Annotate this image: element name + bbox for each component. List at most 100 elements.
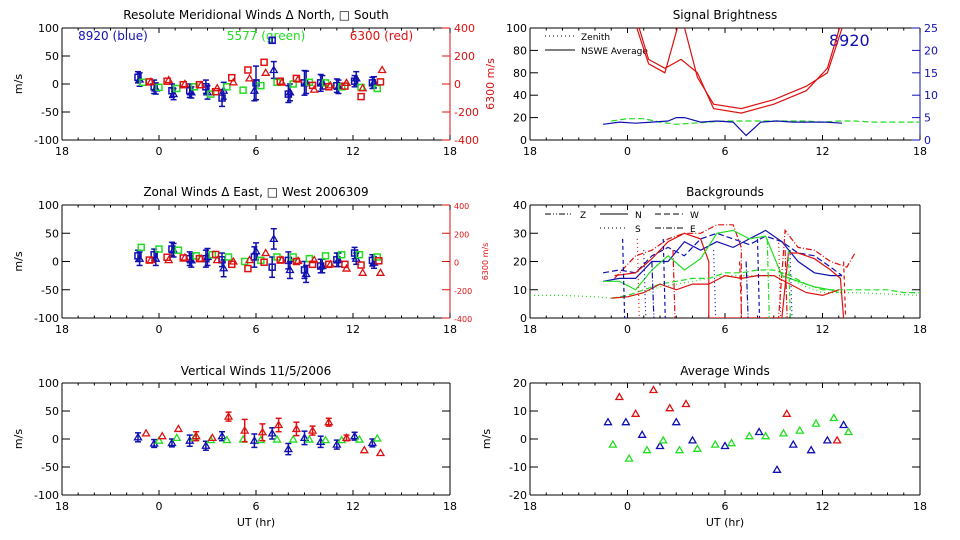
data-point-triangle [332, 439, 342, 448]
data-point-square [284, 90, 293, 98]
x-tick-label: 18 [55, 145, 69, 158]
data-point-square [240, 257, 249, 266]
data-point-triangle [655, 441, 665, 450]
data-point-triangle [377, 65, 387, 74]
x-tick-label: 0 [156, 323, 163, 336]
y-axis-label: m/s [12, 429, 25, 449]
data-point-triangle [217, 431, 227, 440]
data-point-triangle [304, 434, 314, 443]
plot-area [603, 28, 920, 137]
data-point-triangle [681, 399, 691, 408]
y-tick-label: 40 [513, 89, 527, 102]
dropout-line [756, 238, 761, 318]
legend-annotation: 5577 (green) [227, 29, 305, 43]
data-point-triangle [754, 427, 764, 436]
y-tick-label: 0 [52, 78, 59, 91]
data-point-square [224, 253, 233, 261]
data-point-square [150, 250, 158, 259]
data-point-triangle [720, 441, 730, 450]
chart-title: Average Winds [680, 364, 770, 378]
legend-label: Z [580, 211, 586, 221]
data-point-triangle [692, 444, 703, 452]
data-point-square [168, 86, 176, 95]
data-point-square [244, 66, 252, 74]
y2-tick-label: 0 [454, 78, 461, 91]
data-point-triangle [760, 431, 771, 440]
chart-title: Signal Brightness [673, 8, 778, 22]
data-point-square [373, 253, 381, 261]
x-tick-label: 6 [722, 145, 729, 158]
data-point-triangle [219, 263, 229, 272]
data-point-triangle [624, 453, 634, 462]
panel-vertical: Vertical Winds 11/5/2006 18 0 6 12 18 UT (hr) 1… [12, 364, 457, 529]
data-point-triangle [167, 438, 177, 447]
data-point-square [268, 36, 276, 45]
data-point-triangle [244, 255, 255, 264]
data-point-square [355, 250, 364, 259]
data-point-triangle [603, 417, 613, 426]
legend-label: S [635, 225, 641, 235]
data-point-square [244, 264, 252, 273]
y-tick-label: 20 [513, 256, 527, 269]
x-tick-label: 12 [816, 323, 830, 336]
series-line-red-e [614, 224, 856, 318]
data-point-triangle [832, 435, 842, 444]
dropout-line [789, 250, 793, 318]
data-point-triangle [726, 438, 737, 447]
dropout-line [843, 261, 847, 318]
panel-meridional: Resolute Meridional Winds Δ North, □ Sou… [12, 8, 497, 158]
y-axis-label: m/s [12, 74, 25, 94]
y2-axis-label: 6300 m/s [481, 243, 490, 281]
data-point-square [300, 79, 309, 87]
data-point-square [308, 260, 317, 269]
dropout-line [622, 238, 626, 318]
y-tick-label: 0 [520, 134, 527, 147]
y2-tick-label: -200 [454, 287, 472, 296]
data-point-triangle [642, 445, 652, 454]
y2-tick-label: 0 [924, 134, 931, 147]
data-point-square [333, 256, 341, 264]
legend-annotation: 6300 (red) [350, 29, 413, 43]
dropout-line [651, 261, 655, 318]
data-point-triangle [269, 234, 279, 243]
series-line-6300-avg [636, 28, 843, 110]
x-tick-label: 18 [443, 145, 457, 158]
y-tick-label: 0 [520, 312, 527, 325]
data-point-square [316, 79, 325, 87]
plot-area [530, 224, 920, 318]
y2-tick-label: -200 [454, 106, 479, 119]
data-point-square [228, 260, 236, 269]
data-point-triangle [782, 409, 792, 417]
data-point-triangle [267, 428, 277, 437]
data-point-triangle [788, 439, 798, 448]
y-tick-label: 100 [38, 377, 59, 390]
plot-area [603, 385, 854, 473]
data-point-triangle [358, 83, 368, 92]
data-point-square [292, 257, 301, 266]
data-point-triangle [222, 435, 232, 444]
data-point-square [368, 79, 377, 87]
y-axis-label: m/s [12, 251, 25, 271]
dropout-line [787, 250, 791, 318]
data-point-triangle [375, 268, 386, 276]
data-point-triangle [191, 431, 201, 440]
y-tick-label: -100 [34, 134, 59, 147]
data-point-square [239, 86, 247, 94]
dropout-line [643, 250, 647, 318]
y-tick-label: 80 [513, 67, 527, 80]
x-tick-label: 18 [913, 500, 927, 513]
x-tick-label: 18 [523, 145, 537, 158]
data-point-square [145, 78, 154, 86]
y-tick-label: 10 [513, 405, 527, 418]
x-tick-label: 6 [722, 500, 729, 513]
plot-area [134, 36, 387, 108]
data-point-triangle [367, 438, 378, 447]
data-point-triangle [309, 255, 319, 264]
data-point-triangle [829, 413, 839, 422]
plot-area [134, 227, 386, 284]
legend-label: N [635, 211, 642, 221]
y-tick-label: 50 [45, 227, 59, 240]
x-axis-label: UT (hr) [706, 516, 744, 529]
data-point-triangle [354, 434, 365, 443]
data-point-square [211, 87, 220, 96]
